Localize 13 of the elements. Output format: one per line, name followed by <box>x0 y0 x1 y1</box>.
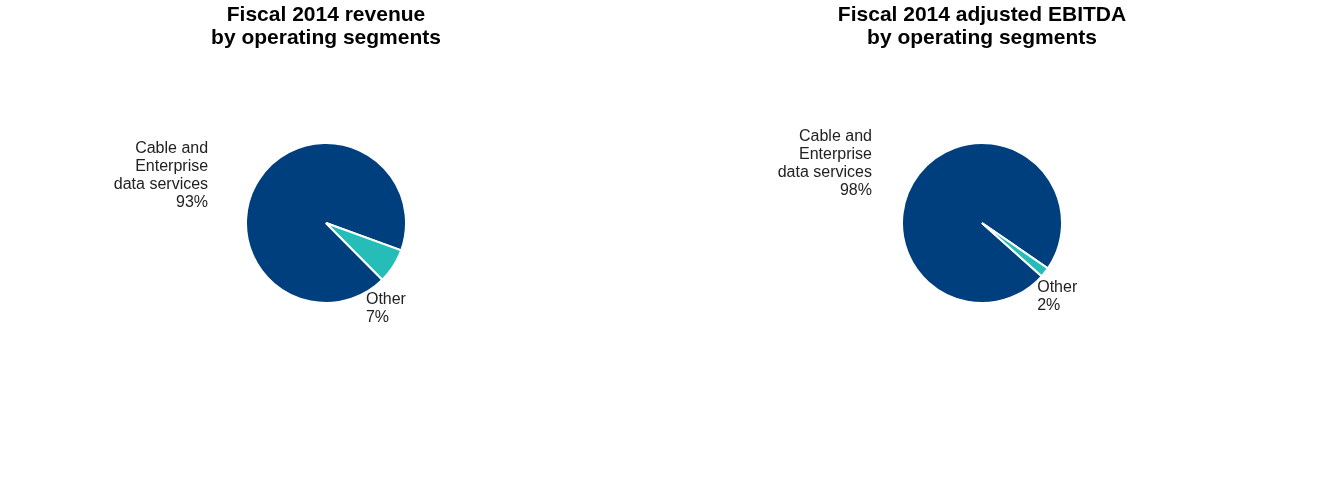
data-label: 93% <box>176 192 209 210</box>
data-label: 7% <box>365 308 390 326</box>
data-label: 2% <box>1037 296 1061 314</box>
pie-slice <box>245 142 407 304</box>
slice-label: Other <box>1037 278 1078 296</box>
chart-title: Fiscal 2014 adjusted EBITDA by operating segments <box>837 2 1127 48</box>
slice-label: Cable and Enterprise data services <box>777 127 873 181</box>
data-label: 98% <box>839 181 872 199</box>
pie-slice <box>325 222 403 281</box>
pie-slice <box>981 222 1049 278</box>
slice-label: Cable and Enterprise data services <box>113 138 209 192</box>
chart-title: Fiscal 2014 revenue by operating segments <box>211 2 441 48</box>
slice-label: Other <box>365 290 407 308</box>
